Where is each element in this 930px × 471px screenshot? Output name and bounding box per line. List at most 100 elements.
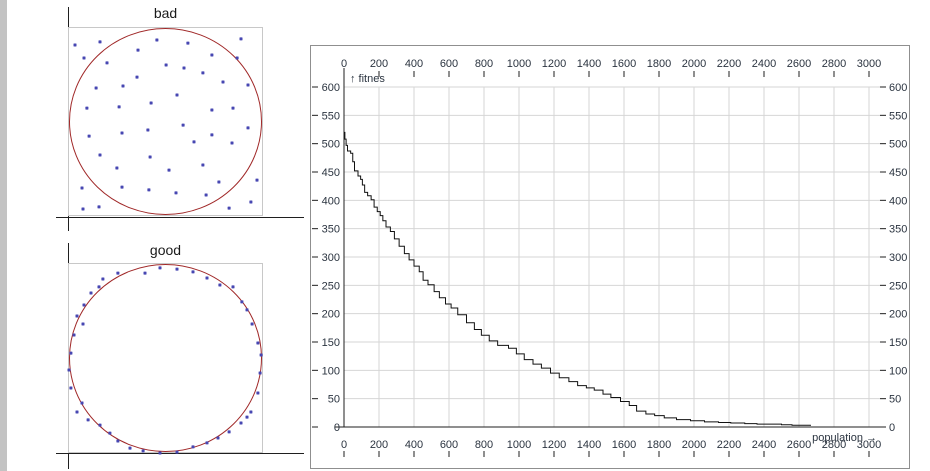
scatter-dot: [216, 436, 220, 440]
scatter-dot: [175, 267, 179, 271]
scatter-dot: [73, 43, 77, 47]
scatter-dot: [258, 371, 262, 375]
scatter-dot: [175, 450, 179, 454]
scatter-dot: [94, 86, 98, 90]
fitness-curve: [344, 131, 811, 426]
scatter-dot: [158, 451, 162, 455]
scatter-dot: [249, 200, 253, 204]
x-tick-label: 2200: [717, 58, 741, 70]
scatter-dot: [69, 386, 73, 390]
x-tick-label: 1800: [647, 58, 671, 70]
scatter-dot: [191, 445, 195, 449]
scatter-dot: [147, 188, 151, 192]
y-tick-label: 300: [889, 252, 907, 264]
scatter-dot: [75, 410, 79, 414]
scatter-dot: [85, 106, 89, 110]
y-tick-label: 100: [889, 365, 907, 377]
x-tick-label: 400: [405, 58, 423, 70]
scatter-dot: [67, 368, 71, 372]
scatter-dot: [245, 308, 249, 312]
scatter-dot: [98, 40, 102, 44]
scatter-dot: [120, 185, 124, 189]
y-tick-label: 300: [322, 252, 340, 264]
x-tick-label: 2000: [682, 58, 706, 70]
y-tick-label: 250: [322, 280, 340, 292]
x-tick-label: 1000: [507, 439, 531, 451]
x-tick-label: 1400: [577, 439, 601, 451]
scatter-dot: [204, 193, 208, 197]
scatter-dot: [148, 155, 152, 159]
scatter-dot: [250, 322, 254, 326]
fitness-chart-canvas: 0020020040040060060080080010001000120012…: [312, 58, 907, 457]
scatter-dot: [181, 123, 185, 127]
y-tick-label: 350: [889, 224, 907, 236]
scatter-dot: [182, 66, 186, 70]
window-edge: [0, 0, 7, 471]
y-tick-label: 50: [328, 394, 340, 406]
x-tick-label: 2600: [787, 439, 811, 451]
scatter-dot: [201, 163, 205, 167]
scatter-dot: [230, 141, 234, 145]
scatter-dot: [89, 291, 93, 295]
scatter-dot: [186, 41, 190, 45]
scatter-dot: [210, 108, 214, 112]
x-tick-label: 2000: [682, 439, 706, 451]
scatter-dot: [101, 277, 105, 281]
scatter-dot: [80, 401, 84, 405]
y-tick-label: 450: [889, 167, 907, 179]
scatter-dot: [80, 186, 84, 190]
scatter-dot: [82, 56, 86, 60]
x-tick-label: 200: [370, 439, 388, 451]
y-tick-label: 500: [322, 139, 340, 151]
y-tick-label: 600: [322, 82, 340, 94]
target-circle-good: [69, 264, 262, 452]
y-tick-label: 0: [889, 422, 895, 434]
x-tick-label: 1200: [542, 439, 566, 451]
scatter-dot: [87, 134, 91, 138]
scatter-dot: [141, 449, 145, 453]
y-tick-label: 0: [334, 422, 340, 434]
y-tick-label: 200: [889, 309, 907, 321]
x-tick-label: 2400: [752, 439, 776, 451]
scatter-dot: [235, 56, 239, 60]
scatter-dot: [116, 439, 120, 443]
y-tick-label: 500: [889, 139, 907, 151]
scatter-dot: [117, 105, 121, 109]
x-axis-caption: population →: [812, 432, 877, 444]
scatter-dot: [97, 285, 101, 289]
y-tick-label: 450: [322, 167, 340, 179]
y-tick-label: 400: [322, 195, 340, 207]
x-tick-label: 1600: [612, 58, 636, 70]
x-tick-label: 0: [341, 439, 347, 451]
sample-panels-canvas: [56, 7, 304, 469]
scatter-dot: [255, 178, 259, 182]
scatter-dot: [239, 421, 243, 425]
scatter-dot: [136, 48, 140, 52]
sample-box-bad: [68, 27, 263, 216]
x-tick-label: 1600: [612, 439, 636, 451]
scatter-dot: [135, 75, 139, 79]
scatter-dot: [146, 128, 150, 132]
x-tick-label: 0: [341, 58, 347, 70]
scatter-dot: [105, 61, 109, 65]
scatter-dot: [259, 353, 263, 357]
scatter-dot: [227, 430, 231, 434]
scatter-dot: [227, 206, 231, 210]
scatter-dot: [167, 168, 171, 172]
scatter-dot: [82, 303, 86, 307]
x-tick-label: 600: [440, 439, 458, 451]
sample-box-good: [68, 263, 263, 453]
scatter-dot: [86, 418, 90, 422]
scatter-dot: [143, 271, 147, 275]
x-tick-label: 400: [405, 439, 423, 451]
x-tick-label: 800: [475, 58, 493, 70]
scatter-dot: [164, 63, 168, 67]
x-tick-label: 2800: [822, 58, 846, 70]
x-tick-label: 1000: [507, 58, 531, 70]
x-tick-label: 3000: [857, 439, 881, 451]
x-tick-label: 1200: [542, 58, 566, 70]
x-tick-label: 1400: [577, 58, 601, 70]
y-tick-label: 200: [322, 309, 340, 321]
scatter-dot: [191, 270, 195, 274]
